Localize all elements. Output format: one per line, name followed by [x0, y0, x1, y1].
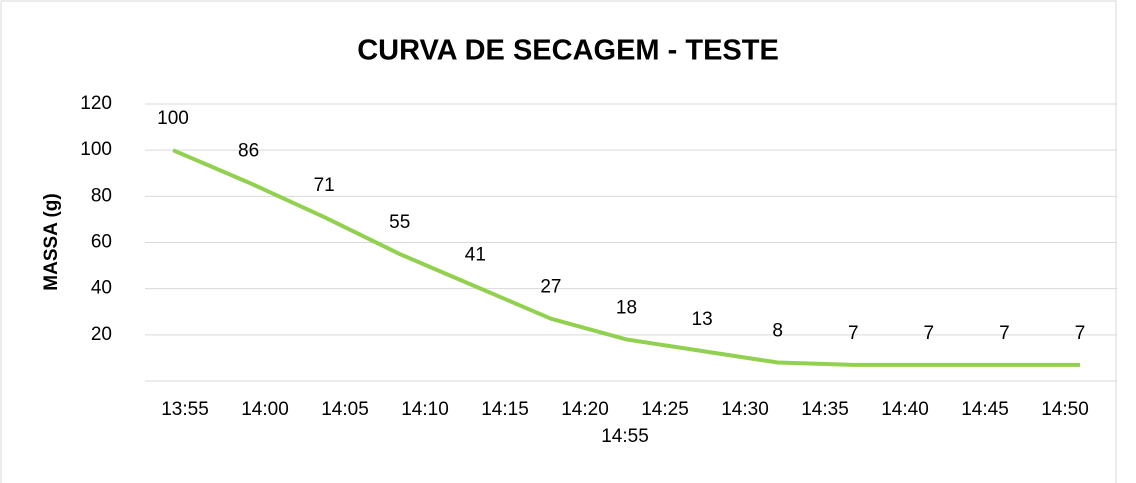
data-label: 86 — [238, 140, 259, 161]
x-tick-label: 14:45 — [961, 399, 1009, 420]
data-label: 7 — [848, 323, 859, 344]
y-tick-label: 100 — [80, 139, 112, 160]
x-tick-label: 14:05 — [321, 399, 369, 420]
x-tick-label: 14:00 — [241, 399, 289, 420]
x-tick-label: 14:15 — [481, 399, 529, 420]
data-label: 7 — [1075, 323, 1086, 344]
y-tick-label: 120 — [80, 93, 112, 114]
y-axis-title: MASSA (g) — [41, 193, 62, 290]
x-tick-label: 14:35 — [801, 399, 849, 420]
data-label: 27 — [540, 277, 561, 298]
x-tick-label: 14:10 — [401, 399, 449, 420]
data-label: 71 — [314, 175, 335, 196]
x-tick-label: 14:50 — [1041, 399, 1089, 420]
data-label: 13 — [692, 309, 713, 330]
y-tick-label: 60 — [91, 232, 112, 253]
data-label: 7 — [924, 323, 935, 344]
data-line — [172, 148, 1080, 367]
x-tick-label: 14:40 — [881, 399, 929, 420]
y-tick-label: 40 — [91, 278, 112, 299]
x-tick-label: 14:55 — [601, 426, 649, 447]
x-tick-label: 14:25 — [641, 399, 689, 420]
data-label: 18 — [616, 297, 637, 318]
x-tick-label: 14:20 — [561, 399, 609, 420]
y-tick-label: 20 — [91, 324, 112, 345]
data-label: 100 — [157, 108, 189, 129]
chart-title: CURVA DE SECAGEM - TESTE — [357, 35, 779, 67]
data-label: 55 — [389, 212, 410, 233]
x-tick-label: 13:55 — [161, 399, 209, 420]
data-label: 8 — [772, 321, 783, 342]
data-label: 41 — [465, 244, 486, 265]
data-label: 7 — [999, 323, 1010, 344]
x-tick-label: 14:30 — [721, 399, 769, 420]
y-tick-label: 80 — [91, 185, 112, 206]
